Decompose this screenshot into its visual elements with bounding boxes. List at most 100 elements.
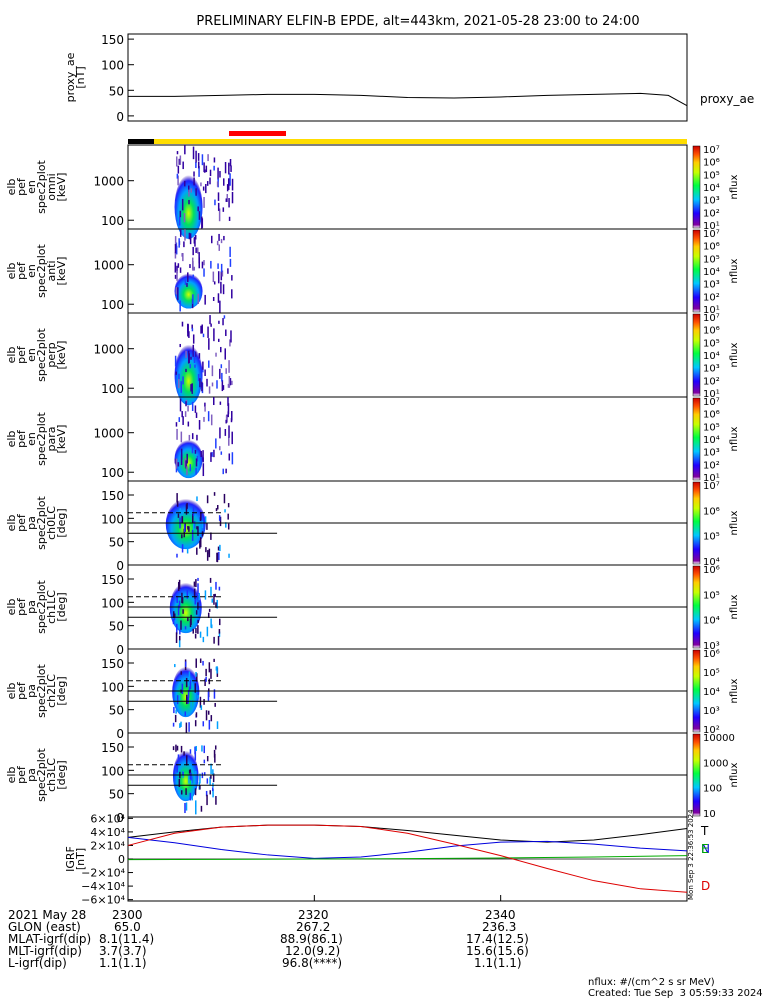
data-pixel xyxy=(176,745,179,751)
data-pixel xyxy=(186,547,189,554)
data-pixel xyxy=(187,617,189,622)
ytick-label: 50 xyxy=(109,620,124,634)
data-pixel xyxy=(210,586,212,597)
data-pixel xyxy=(175,744,177,752)
colorbar-tick: 10⁷ xyxy=(703,481,720,492)
data-pixel xyxy=(180,431,183,443)
data-pixel xyxy=(227,503,230,508)
igrf-series-D xyxy=(127,824,688,893)
data-pixel xyxy=(194,364,196,368)
panel-frame-omni xyxy=(127,144,688,230)
data-pixel xyxy=(177,582,180,591)
data-pixel xyxy=(176,595,178,603)
ytick-label: 150 xyxy=(101,741,124,755)
data-pixel xyxy=(186,466,188,476)
eph-label-4: L-igrf(dip) xyxy=(8,956,67,970)
data-pixel xyxy=(205,790,208,797)
data-pixel xyxy=(225,522,227,528)
ytick-label: 1000 xyxy=(93,175,124,189)
data-pixel xyxy=(190,614,192,625)
data-pixel xyxy=(189,749,192,754)
ylabel-line: [deg] xyxy=(55,508,68,537)
data-pixel xyxy=(212,271,215,283)
ylabel-line: spec2plot xyxy=(35,244,48,298)
data-pixel xyxy=(190,356,192,360)
data-pixel xyxy=(193,588,196,600)
created-note: Created: Tue Sep 3 05:59:33 2024 xyxy=(588,988,763,999)
data-pixel xyxy=(222,468,224,475)
ylabel-line: ch2LC xyxy=(45,674,58,708)
colorbar-tick: 10⁷ xyxy=(703,145,720,156)
ytick-label: 100 xyxy=(101,596,124,610)
data-pixel xyxy=(215,438,217,449)
ylabel-line: pef xyxy=(15,345,28,364)
ylabel-line: en xyxy=(25,348,38,362)
data-pixel xyxy=(212,769,214,776)
data-pixel xyxy=(209,315,211,325)
data-pixel xyxy=(183,241,185,248)
data-pixel xyxy=(195,458,198,467)
eph-label-0: 2021 May 28 xyxy=(8,908,87,922)
colorbar-tick: 10⁴ xyxy=(703,557,720,568)
ylabel-line: ch1LC xyxy=(45,590,58,624)
data-pixel xyxy=(228,437,230,446)
data-pixel xyxy=(206,495,209,504)
data-pixel xyxy=(218,244,221,251)
data-pixel xyxy=(213,157,216,163)
data-pixel xyxy=(174,244,177,254)
eph-value: 8.1(11.4) xyxy=(99,932,155,946)
data-pixel xyxy=(185,401,187,407)
data-pixel xyxy=(192,628,194,634)
colorbar-tick: 10⁵ xyxy=(703,338,720,349)
ytick-label: 0 xyxy=(118,853,125,866)
ytick-label: 100 xyxy=(101,512,124,526)
spectrum-blob xyxy=(174,273,203,309)
data-pixel xyxy=(212,788,214,798)
data-pixel xyxy=(179,267,182,273)
data-pixel xyxy=(179,508,181,516)
ytick-label: 50 xyxy=(109,788,124,802)
data-pixel xyxy=(186,282,188,287)
data-pixel xyxy=(191,444,194,454)
data-pixel xyxy=(221,380,224,392)
data-pixel xyxy=(195,150,197,163)
data-pixel xyxy=(217,263,219,269)
data-pixel xyxy=(201,745,203,752)
ylabel-line: pef xyxy=(15,597,28,616)
colorbar-tick: 10³ xyxy=(703,280,720,291)
proxy-ae-legend: proxy_ae xyxy=(700,92,754,106)
colorbar-label: nflux xyxy=(729,342,740,367)
data-pixel xyxy=(229,339,231,347)
colorbar-label: nflux xyxy=(729,678,740,703)
ytick-label: 0 xyxy=(116,727,124,741)
data-pixel xyxy=(178,579,181,589)
data-pixel xyxy=(176,270,178,281)
data-pixel xyxy=(227,403,230,415)
data-pixel xyxy=(203,162,205,173)
colorbar-ch1LC xyxy=(692,565,701,649)
data-pixel xyxy=(173,611,175,618)
eph-value: 267.2 xyxy=(296,920,331,934)
eph-value: 65.0 xyxy=(114,920,141,934)
data-pixel xyxy=(188,671,191,681)
ytick-label: 0 xyxy=(116,559,124,573)
data-pixel xyxy=(178,378,180,389)
data-pixel xyxy=(178,158,181,165)
data-pixel xyxy=(197,526,199,536)
data-pixel xyxy=(198,353,201,359)
data-pixel xyxy=(194,595,197,605)
data-pixel xyxy=(205,676,207,682)
colorbar-tick: 10⁶ xyxy=(703,326,720,337)
ylabel-line: elb xyxy=(5,767,18,784)
data-pixel xyxy=(204,516,207,523)
data-pixel xyxy=(179,300,181,312)
data-pixel xyxy=(217,202,220,211)
eph-label-2: MLAT-igrf(dip) xyxy=(8,932,92,946)
data-pixel xyxy=(196,673,198,682)
data-pixel xyxy=(191,383,193,394)
data-pixel xyxy=(216,552,218,562)
data-pixel xyxy=(179,723,181,728)
